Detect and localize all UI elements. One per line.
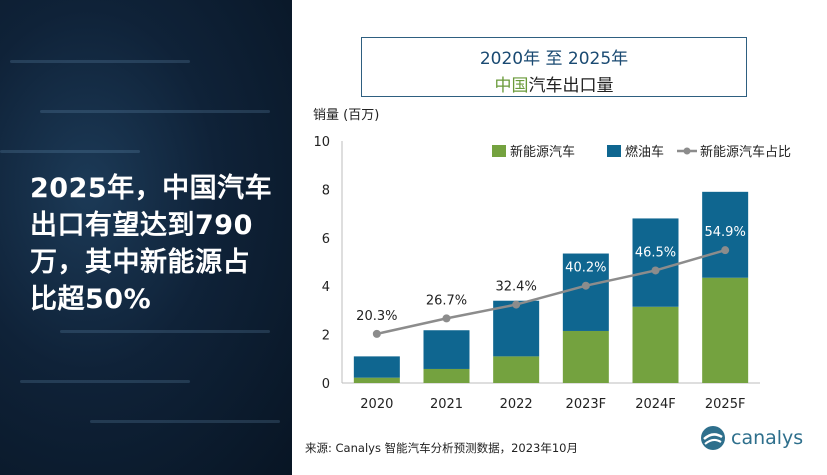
- share-point: [581, 281, 590, 290]
- x-tick-label: 2021: [430, 397, 463, 412]
- y-tick-label: 4: [322, 280, 330, 295]
- canalys-logo-text: canalys: [731, 427, 804, 449]
- bar-nev: [493, 356, 540, 383]
- chart-title-line1: 2020年 至 2025年: [479, 49, 629, 69]
- bar-nev: [423, 368, 470, 383]
- canalys-logo-icon: [701, 426, 725, 450]
- share-label: 20.3%: [356, 309, 397, 324]
- headline-text: 2025年，中国汽车出口有望达到790万，其中新能源占比超50%: [30, 173, 273, 315]
- x-tick-label: 2020: [360, 397, 393, 412]
- chart-title-line2: 中国汽车出口量: [362, 71, 746, 96]
- legend-label-nev: 新能源汽车: [510, 144, 575, 160]
- bar-ice: [493, 300, 540, 357]
- y-tick-label: 10: [313, 135, 330, 150]
- x-tick-label: 2024F: [635, 397, 676, 412]
- legend-label-share: 新能源汽车占比: [700, 144, 791, 160]
- light-streak: [90, 420, 280, 423]
- share-label: 46.5%: [635, 245, 676, 260]
- bar-nev: [632, 306, 679, 383]
- x-tick-label: 2025F: [705, 397, 746, 412]
- light-streak: [60, 330, 270, 333]
- chart-title-box: 2020年 至 2025年 中国汽车出口量: [361, 37, 747, 97]
- bar-nev: [353, 377, 400, 383]
- source-note: 来源: Canalys 智能汽车分析预测数据，2023年10月: [305, 441, 578, 455]
- left-image-panel: 2025年，中国汽车出口有望达到790万，其中新能源占比超50%: [0, 0, 292, 475]
- share-point: [651, 266, 660, 275]
- bar-ice: [353, 356, 400, 378]
- light-streak: [40, 110, 270, 113]
- legend-marker-share: [683, 147, 691, 155]
- bar-nev: [562, 330, 609, 383]
- chart-title-highlight: 中国: [494, 76, 529, 96]
- bar-nev: [702, 277, 749, 383]
- bar-ice: [702, 191, 749, 278]
- share-point: [721, 246, 730, 255]
- share-point: [442, 314, 451, 323]
- y-tick-label: 0: [322, 377, 330, 392]
- light-streak: [20, 380, 190, 383]
- y-axis-label: 销量 (百万): [313, 108, 379, 123]
- share-label: 40.2%: [565, 261, 606, 276]
- share-line: [376, 248, 726, 336]
- y-tick-label: 8: [322, 183, 330, 198]
- x-tick-label: 2023F: [566, 397, 607, 412]
- y-tick-label: 6: [322, 232, 330, 247]
- light-streak: [10, 60, 190, 63]
- legend-swatch-nev: [492, 145, 506, 157]
- legend-label-ice: 燃油车: [625, 144, 664, 160]
- light-streak: [0, 150, 140, 153]
- bar-ice: [562, 253, 609, 331]
- chart-title-rest: 汽车出口量: [528, 76, 614, 96]
- share-point: [512, 300, 521, 309]
- bar-ice: [423, 330, 470, 369]
- share-label: 54.9%: [705, 225, 746, 240]
- y-tick-label: 2: [322, 329, 330, 344]
- legend-swatch-ice: [607, 145, 621, 157]
- share-label: 32.4%: [496, 280, 537, 295]
- share-label: 26.7%: [426, 293, 467, 308]
- share-point: [372, 329, 381, 338]
- x-tick-label: 2022: [500, 397, 533, 412]
- canalys-logo: canalys: [700, 425, 803, 451]
- bar-ice: [632, 218, 679, 307]
